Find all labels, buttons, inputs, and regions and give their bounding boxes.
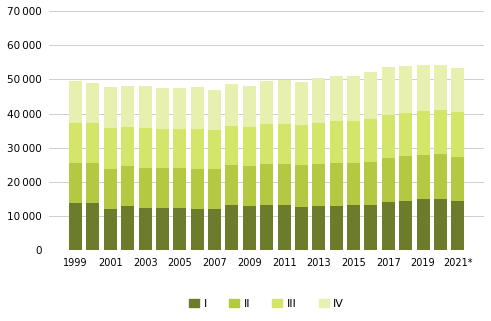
Bar bbox=[364, 119, 378, 162]
Bar bbox=[329, 121, 343, 163]
Bar bbox=[86, 163, 100, 203]
Bar bbox=[69, 203, 82, 250]
Bar bbox=[104, 209, 117, 250]
Bar bbox=[191, 169, 204, 209]
Bar bbox=[260, 164, 273, 204]
Bar bbox=[243, 166, 256, 206]
Bar bbox=[347, 163, 360, 205]
Bar bbox=[434, 154, 447, 199]
Bar bbox=[156, 88, 169, 129]
Bar bbox=[347, 121, 360, 163]
Bar bbox=[243, 127, 256, 166]
Bar bbox=[156, 208, 169, 250]
Bar bbox=[329, 163, 343, 205]
Bar bbox=[208, 209, 221, 250]
Bar bbox=[347, 75, 360, 121]
Bar bbox=[156, 168, 169, 208]
Bar bbox=[138, 168, 152, 208]
Bar bbox=[451, 157, 464, 201]
Bar bbox=[416, 199, 430, 250]
Bar bbox=[243, 85, 256, 127]
Bar bbox=[347, 205, 360, 250]
Bar bbox=[225, 205, 239, 250]
Bar bbox=[364, 72, 378, 119]
Bar bbox=[329, 75, 343, 121]
Bar bbox=[364, 205, 378, 250]
Bar bbox=[434, 65, 447, 110]
Bar bbox=[225, 165, 239, 205]
Bar bbox=[399, 66, 412, 113]
Bar bbox=[225, 84, 239, 126]
Bar bbox=[312, 206, 326, 250]
Bar bbox=[364, 162, 378, 205]
Bar bbox=[156, 129, 169, 168]
Bar bbox=[69, 81, 82, 123]
Bar bbox=[121, 127, 134, 166]
Bar bbox=[382, 203, 395, 250]
Bar bbox=[295, 207, 308, 250]
Bar bbox=[451, 201, 464, 250]
Bar bbox=[260, 124, 273, 164]
Bar bbox=[104, 169, 117, 209]
Bar bbox=[434, 110, 447, 154]
Bar bbox=[399, 201, 412, 250]
Bar bbox=[191, 87, 204, 129]
Bar bbox=[312, 123, 326, 164]
Bar bbox=[382, 115, 395, 158]
Bar bbox=[260, 204, 273, 250]
Legend: I, II, III, IV: I, II, III, IV bbox=[185, 294, 349, 313]
Bar bbox=[434, 199, 447, 250]
Bar bbox=[399, 113, 412, 156]
Bar bbox=[277, 80, 291, 124]
Bar bbox=[138, 208, 152, 250]
Bar bbox=[104, 87, 117, 128]
Bar bbox=[295, 125, 308, 165]
Bar bbox=[295, 82, 308, 125]
Bar bbox=[191, 129, 204, 169]
Bar bbox=[191, 209, 204, 250]
Bar bbox=[173, 208, 187, 250]
Bar bbox=[277, 205, 291, 250]
Bar bbox=[382, 67, 395, 115]
Bar bbox=[277, 124, 291, 164]
Bar bbox=[416, 65, 430, 111]
Bar bbox=[312, 78, 326, 123]
Bar bbox=[312, 164, 326, 206]
Bar bbox=[138, 86, 152, 127]
Bar bbox=[295, 165, 308, 207]
Bar bbox=[86, 203, 100, 250]
Bar bbox=[208, 90, 221, 130]
Bar bbox=[69, 123, 82, 163]
Bar bbox=[382, 158, 395, 203]
Bar bbox=[277, 164, 291, 205]
Bar bbox=[225, 126, 239, 165]
Bar bbox=[69, 163, 82, 203]
Bar bbox=[416, 155, 430, 199]
Bar bbox=[399, 156, 412, 201]
Bar bbox=[121, 166, 134, 206]
Bar bbox=[86, 124, 100, 163]
Bar bbox=[121, 85, 134, 127]
Bar bbox=[329, 205, 343, 250]
Bar bbox=[173, 88, 187, 129]
Bar bbox=[260, 81, 273, 124]
Bar bbox=[173, 168, 187, 208]
Bar bbox=[121, 206, 134, 250]
Bar bbox=[416, 111, 430, 155]
Bar bbox=[104, 128, 117, 169]
Bar bbox=[208, 130, 221, 169]
Bar bbox=[243, 206, 256, 250]
Bar bbox=[173, 129, 187, 168]
Bar bbox=[451, 68, 464, 112]
Bar bbox=[208, 169, 221, 209]
Bar bbox=[451, 112, 464, 157]
Bar bbox=[86, 83, 100, 124]
Bar bbox=[138, 127, 152, 168]
